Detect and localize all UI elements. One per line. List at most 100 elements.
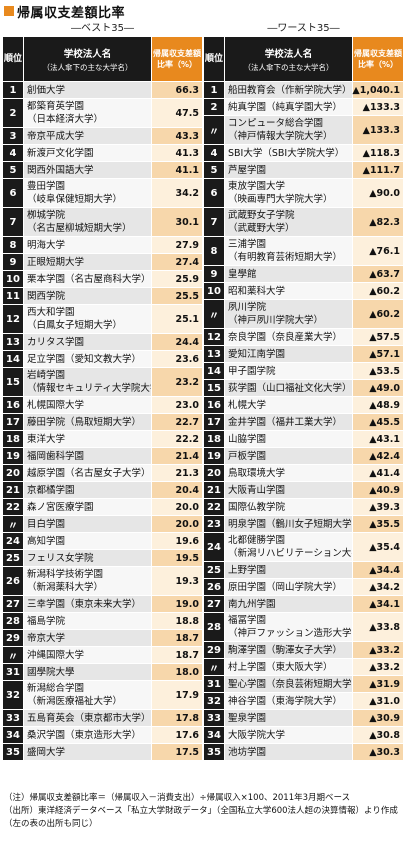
ratio-cell: 25.1 — [152, 305, 202, 333]
name-cell: 国際仏教学院 — [225, 499, 352, 515]
ratio-cell: ▲63.7 — [353, 266, 403, 282]
rank-cell: 18 — [204, 431, 224, 447]
table-row: 24 北都健勝学園 （新潟リハビリテーション大学）▲35.4 — [204, 533, 403, 562]
ratio-cell: 18.7 — [152, 647, 202, 663]
name-cell: 芦屋学園 — [225, 162, 352, 178]
table-row: 15 岩崎学園 （情報セキュリティ大学院大学）23.2 — [3, 368, 202, 397]
corporation-name: 新潟科学技術学園 — [27, 569, 104, 580]
rank-cell: 27 — [3, 596, 23, 612]
university-name: （神戸情報大学院大学） — [228, 131, 333, 142]
corporation-name: 鳥取環境大学 — [228, 467, 286, 479]
name-cell: 五島育英会（東京都市大学） — [24, 710, 151, 726]
rank-cell: 14 — [3, 351, 23, 367]
table-row: 13 カリタス学園 24.4 — [3, 334, 202, 351]
ratio-cell: 66.3 — [152, 82, 202, 98]
name-cell: 盛岡大学 — [24, 744, 151, 760]
corporation-name: 越原学園（名古屋女子大学） — [27, 467, 151, 479]
table-row: 14 甲子園学院 ▲53.5 — [204, 363, 403, 380]
table-row: 27 三幸学園（東京未来大学） 19.0 — [3, 596, 202, 613]
table-row: 7 栁城学院 （名古屋柳城短期大学） 30.1 — [3, 208, 202, 237]
corporation-name: 大阪青山学園 — [228, 484, 286, 496]
name-cell: 荻学園（山口福祉文化大学） — [225, 380, 352, 396]
worst-35-rows: 1 船田教育会（作新学院大学） ▲1,040.1 2 純真学園（純真学園大学） ▲133.… — [204, 82, 403, 761]
corporation-name: 目白学園 — [27, 518, 66, 530]
best-35-label: ―ベスト35― — [71, 23, 134, 34]
name-cell: 明海大学 — [24, 237, 151, 253]
header-value: 帰属収支差額比率（%） — [152, 37, 202, 81]
ratio-cell: ▲133.3 — [353, 99, 403, 115]
table-row: 35 池坊学園 ▲30.3 — [204, 744, 403, 761]
table-row: 32 神谷学園（東海学院大学） ▲31.0 — [204, 693, 403, 710]
rank-cell: 32 — [3, 681, 23, 709]
ratio-cell: ▲43.1 — [353, 431, 403, 447]
ratio-cell: ▲40.9 — [353, 482, 403, 498]
rank-cell: 12 — [3, 305, 23, 333]
corporation-name: 国際仏教学院 — [228, 501, 286, 513]
corporation-name: 國學院大學 — [27, 666, 75, 678]
table-row: 6 東放学園大学 （映画専門大学院大学） ▲90.0 — [204, 179, 403, 208]
corporation-name: フェリス女学院 — [27, 552, 94, 564]
table-row: 33 五島育英会（東京都市大学） 17.8 — [3, 710, 202, 727]
rank-cell: 14 — [204, 363, 224, 379]
worst-35-panel: ―ワースト35― 順位 学校法人名 （法人傘下の主な大学名） 帰属収支差額比率（… — [204, 22, 403, 761]
corporation-name: 関西学院 — [27, 290, 66, 302]
rank-cell: 15 — [204, 380, 224, 396]
rank-cell: 24 — [3, 533, 23, 549]
rank-cell: 16 — [204, 397, 224, 413]
rank-cell: 10 — [204, 283, 224, 299]
table-row: 32 新潟総合学園 （新潟医療福祉大学） 17.9 — [3, 681, 202, 710]
ratio-cell: ▲82.3 — [353, 208, 403, 236]
name-cell: 三幸学園（東京未来大学） — [24, 596, 151, 612]
table-row: 2 純真学園（純真学園大学） ▲133.3 — [204, 99, 403, 116]
rank-cell: 34 — [204, 727, 224, 743]
rank-cell: 28 — [204, 613, 224, 641]
ratio-cell: ▲35.5 — [353, 516, 403, 532]
table-row: 〃目白学園 20.0 — [3, 516, 202, 533]
name-cell: 福冨学園 （神戸ファッション造形大学） — [225, 613, 352, 641]
table-row: 3 帝京平成大学 43.3 — [3, 128, 202, 145]
rank-cell: 11 — [3, 288, 23, 304]
table-row: 11 関西学院 25.5 — [3, 288, 202, 305]
name-cell: 聖泉学園 — [225, 710, 352, 726]
table-header: 順位 学校法人名 （法人傘下の主な大学名） 帰属収支差額比率（%） — [204, 37, 403, 81]
table-row: 27 南九州学園 ▲34.1 — [204, 596, 403, 613]
corporation-name: 五島育英会（東京都市大学） — [27, 712, 151, 724]
university-name: （映画専門大学院大学） — [228, 194, 333, 205]
corporation-name: 明泉学園（鶴川女子短期大学） — [228, 518, 352, 530]
name-cell: 目白学園 — [24, 516, 151, 532]
ratio-cell: ▲57.1 — [353, 346, 403, 362]
university-name: （白鳳女子短期大学） — [27, 320, 123, 331]
ratio-cell: ▲60.2 — [353, 283, 403, 299]
ratio-cell: 20.4 — [152, 482, 202, 498]
corporation-name: 福島学院 — [27, 615, 66, 627]
corporation-name: 夙川学院 — [228, 302, 267, 313]
name-cell: コンピュータ総合学園 （神戸情報大学院大学） — [225, 116, 352, 144]
corporation-name: 沖縄国際大学 — [27, 649, 85, 661]
ratio-cell: ▲33.8 — [353, 613, 403, 641]
rank-cell: 34 — [3, 727, 23, 743]
name-cell: 皇學館 — [225, 266, 352, 282]
rank-cell: 19 — [3, 448, 23, 464]
name-cell: フェリス女学院 — [24, 550, 151, 566]
corporation-name: 栗本学園（名古屋商科大学） — [27, 273, 151, 285]
name-cell: 愛知江南学園 — [225, 346, 352, 362]
name-cell: 足立学園（愛知文教大学） — [24, 351, 151, 367]
name-cell: 船田教育会（作新学院大学） — [225, 82, 352, 98]
rank-cell: 2 — [204, 99, 224, 115]
corporation-name: 東洋大学 — [27, 433, 66, 445]
header-rank: 順位 — [3, 37, 23, 81]
table-row: 22 森ノ宮医療学園 20.0 — [3, 499, 202, 516]
rank-cell: 31 — [204, 676, 224, 692]
table-row: 21 京都橘学園 20.4 — [3, 482, 202, 499]
table-row: 20 鳥取環境大学 ▲41.4 — [204, 465, 403, 482]
rank-cell: 9 — [204, 266, 224, 282]
university-name: （武蔵野大学） — [228, 223, 295, 234]
name-cell: 関西外国語大学 — [24, 162, 151, 178]
ratio-cell: 18.7 — [152, 630, 202, 646]
table-row: 1 創価大学 66.3 — [3, 82, 202, 99]
ratio-cell: 21.4 — [152, 448, 202, 464]
ratio-cell: 21.3 — [152, 465, 202, 481]
corporation-name: 大阪学院大学 — [228, 729, 286, 741]
corporation-name: 金井学園（福井工業大学） — [228, 416, 343, 428]
ratio-cell: ▲34.4 — [353, 562, 403, 578]
